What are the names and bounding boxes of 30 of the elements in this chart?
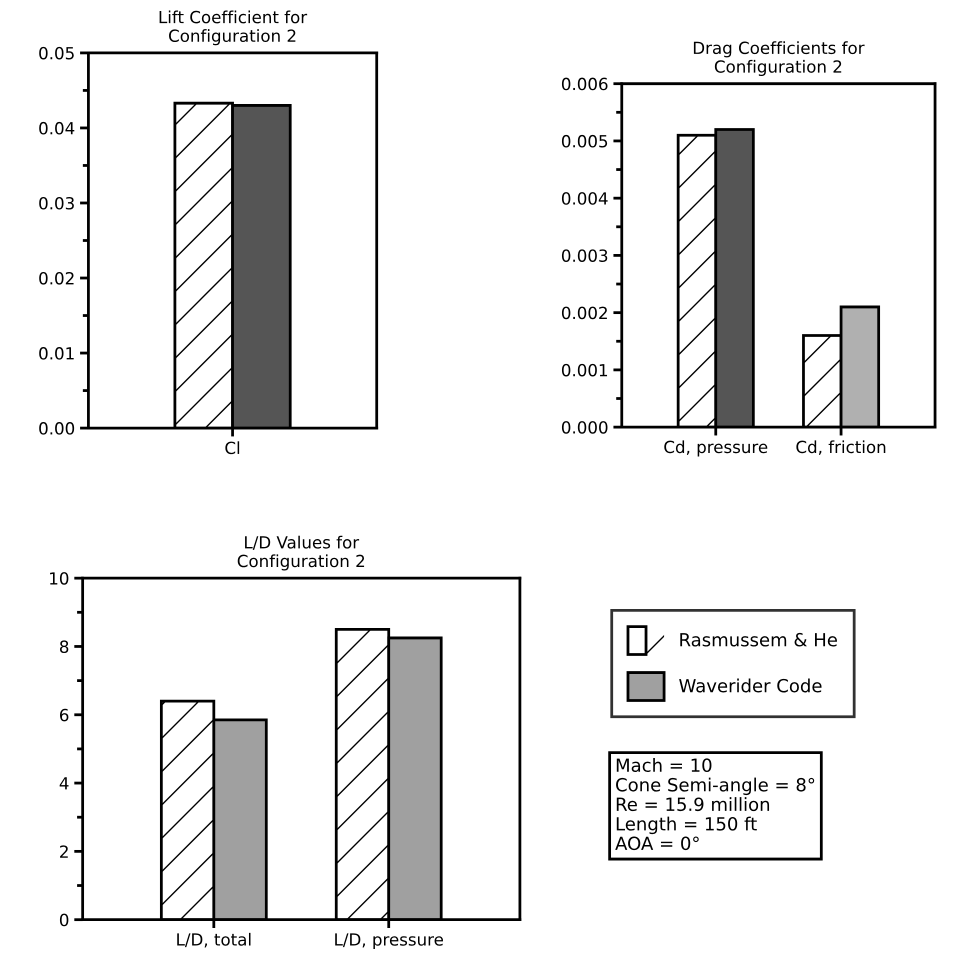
y-tick-label: 2 [60,845,68,858]
y-tick-label: 0.000 [562,421,608,434]
y-tick-label: 6 [60,708,68,722]
y-tick-label: 0.002 [562,306,607,320]
y-tick-label: 0.00 [39,422,74,435]
y-tick-label: 0.005 [562,134,608,148]
y-tick-label: 0.02 [39,272,74,285]
y-tick-label: 0.003 [562,249,608,262]
chart-title: Drag Coefficients for Configuration 2 [694,41,865,76]
y-tick-label: 0 [60,914,68,926]
x-tick-label: L/D, pressure [335,933,443,949]
chart-title: Lift Coefficient for Configuration 2 [160,10,308,46]
y-tick-label: 0.006 [562,78,608,90]
x-tick-label: L/D, total [177,932,250,948]
legend-label: Waverider Code [679,678,822,693]
y-tick-label: 4 [60,777,69,790]
legend-label: Rasmussem & He [680,632,837,647]
y-tick-label: 0.004 [562,192,608,205]
y-tick-label: 0.01 [39,347,74,360]
y-tick-label: 0.03 [39,196,74,210]
y-tick-label: 8 [60,640,68,654]
x-tick-label: Cd, pressure [664,440,768,456]
chart-title: L/D Values for Configuration 2 [238,536,364,571]
y-tick-label: 0.05 [39,46,74,60]
y-tick-label: 0.04 [39,122,74,135]
y-tick-label: 0.001 [562,364,608,376]
x-tick-label: Cl [225,441,240,454]
y-tick-label: 10 [50,572,68,585]
x-tick-label: Cd, friction [796,440,886,455]
text: Mach = 10 Cone Semi-angle = 8° Re = 15.9 million Length = 150 ft AOA = 0° [615,758,814,850]
